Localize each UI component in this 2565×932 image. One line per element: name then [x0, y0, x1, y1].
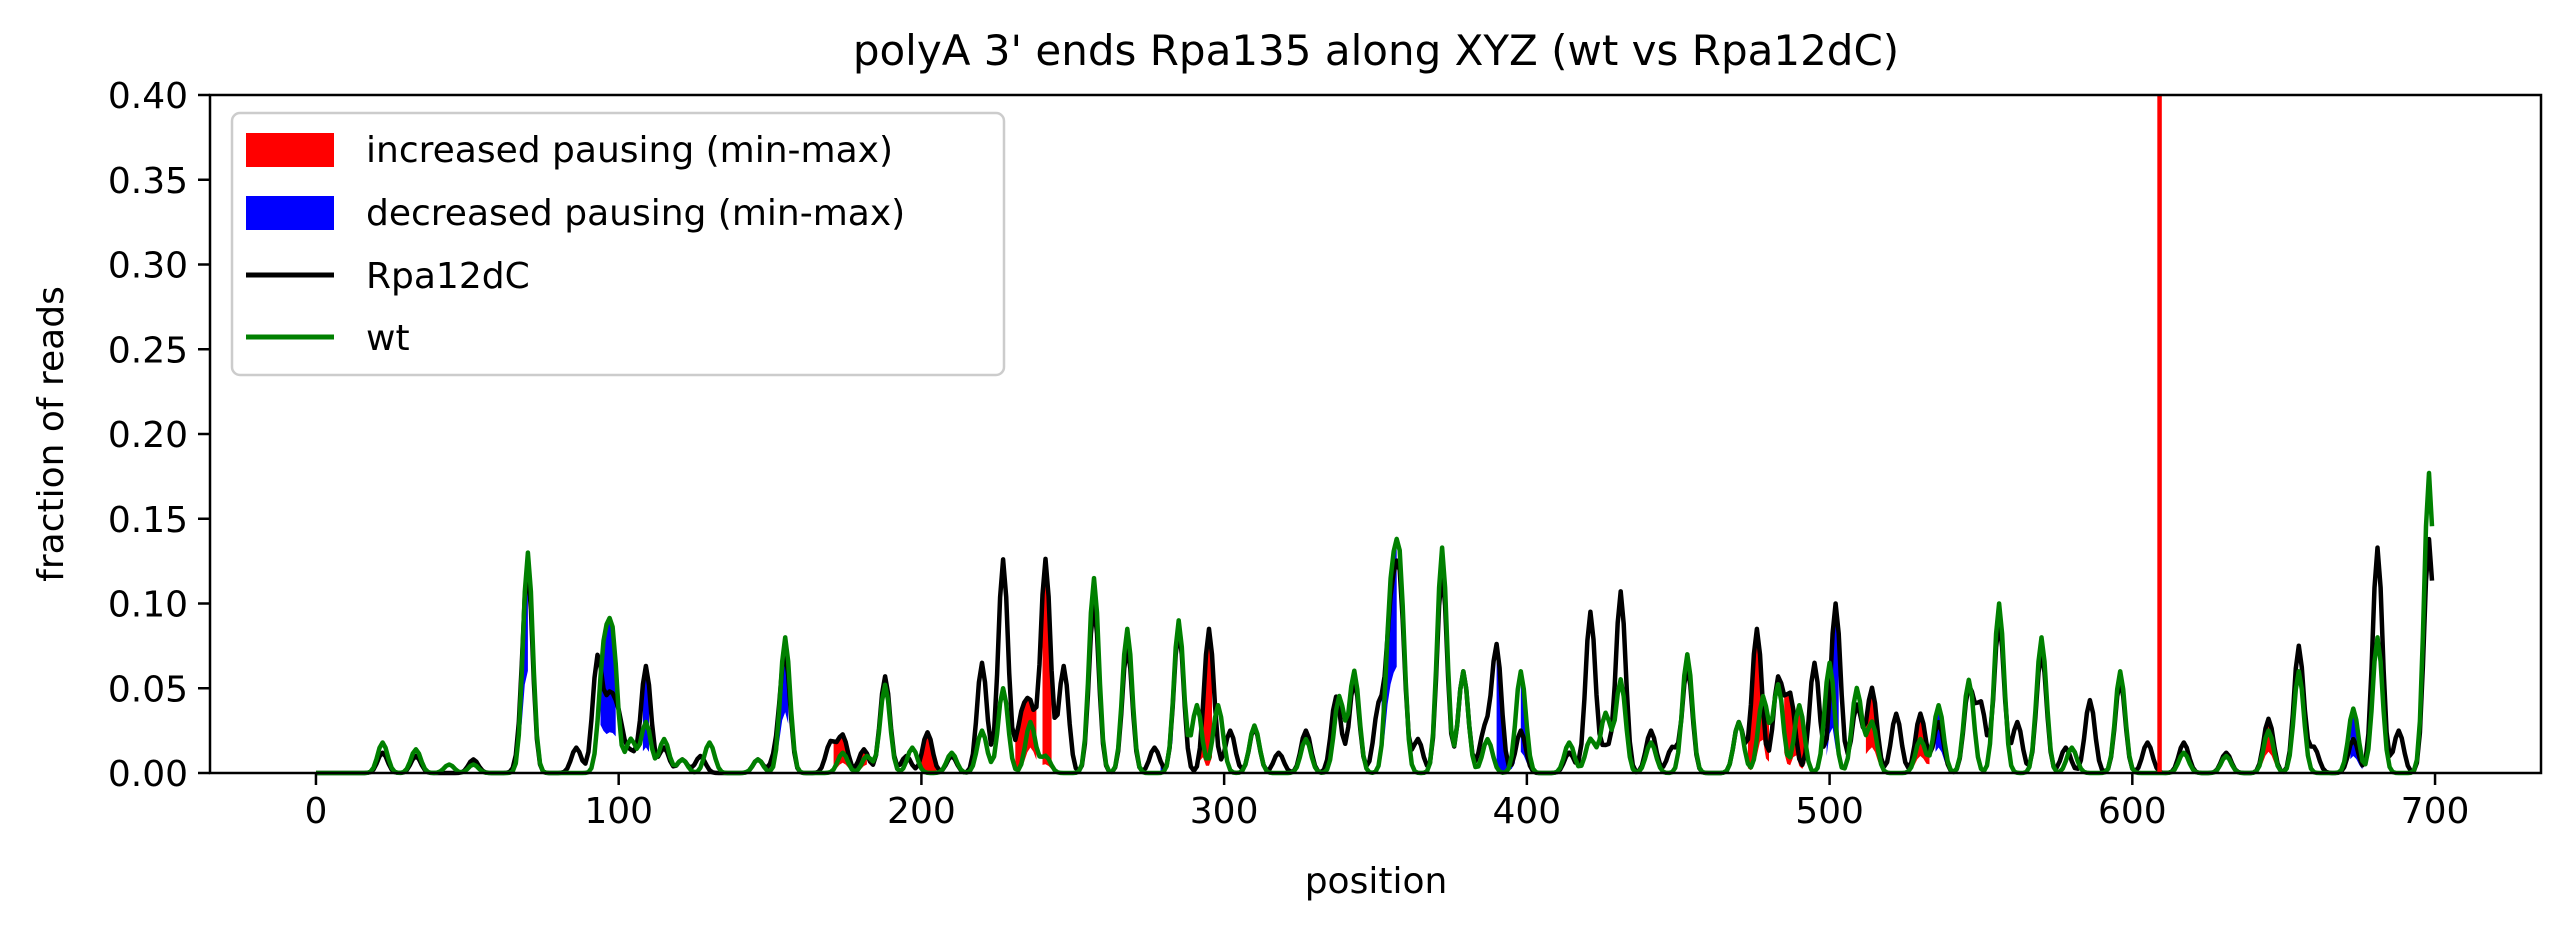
- x-tick-label-700: 700: [2401, 791, 2470, 832]
- y-tick-label-8: 0.40: [108, 76, 188, 117]
- x-tick-label-600: 600: [2098, 791, 2167, 832]
- legend: increased pausing (min-max) decreased pa…: [230, 111, 1006, 377]
- y-tick-label-3: 0.15: [108, 500, 188, 541]
- x-tick-label-0: 0: [305, 791, 328, 832]
- legend-label-rpa12dc: Rpa12dC: [366, 256, 530, 297]
- y-tick-label-4: 0.20: [108, 415, 188, 456]
- y-tick-label-0: 0.00: [108, 754, 188, 795]
- series-line-layer: [316, 470, 2435, 776]
- decreased-pausing-region-6: [1496, 644, 1515, 773]
- y-tick-label-5: 0.25: [108, 330, 188, 371]
- y-tick-label-6: 0.30: [108, 246, 188, 287]
- legend-frame: [230, 111, 1006, 377]
- y-tick-label-7: 0.35: [108, 161, 188, 202]
- x-axis: 0 100 200 300 400 500 600 700: [305, 773, 2470, 832]
- x-tick-label-500: 500: [1795, 791, 1864, 832]
- x-tick-label-400: 400: [1493, 791, 1562, 832]
- increased-pausing-region-3: [1042, 558, 1052, 770]
- x-tick-label-200: 200: [887, 791, 956, 832]
- y-axis: 0.00 0.05 0.10 0.15 0.20 0.25 0.30 0.35 0.40: [108, 76, 210, 795]
- x-axis-label: position: [1305, 861, 1448, 902]
- legend-swatch-decreased: [246, 196, 334, 230]
- legend-label-decreased: decreased pausing (min-max): [366, 193, 905, 234]
- legend-label-increased: increased pausing (min-max): [366, 130, 893, 171]
- x-tick-label-100: 100: [584, 791, 653, 832]
- legend-label-wt: wt: [366, 318, 410, 359]
- x-tick-label-300: 300: [1190, 791, 1259, 832]
- y-tick-label-2: 0.10: [108, 585, 188, 626]
- y-axis-label: fraction of reads: [31, 286, 72, 582]
- chart-title: polyA 3' ends Rpa135 along XYZ (wt vs Rp…: [853, 26, 1899, 75]
- y-tick-label-1: 0.05: [108, 669, 188, 710]
- legend-swatch-increased: [246, 133, 334, 167]
